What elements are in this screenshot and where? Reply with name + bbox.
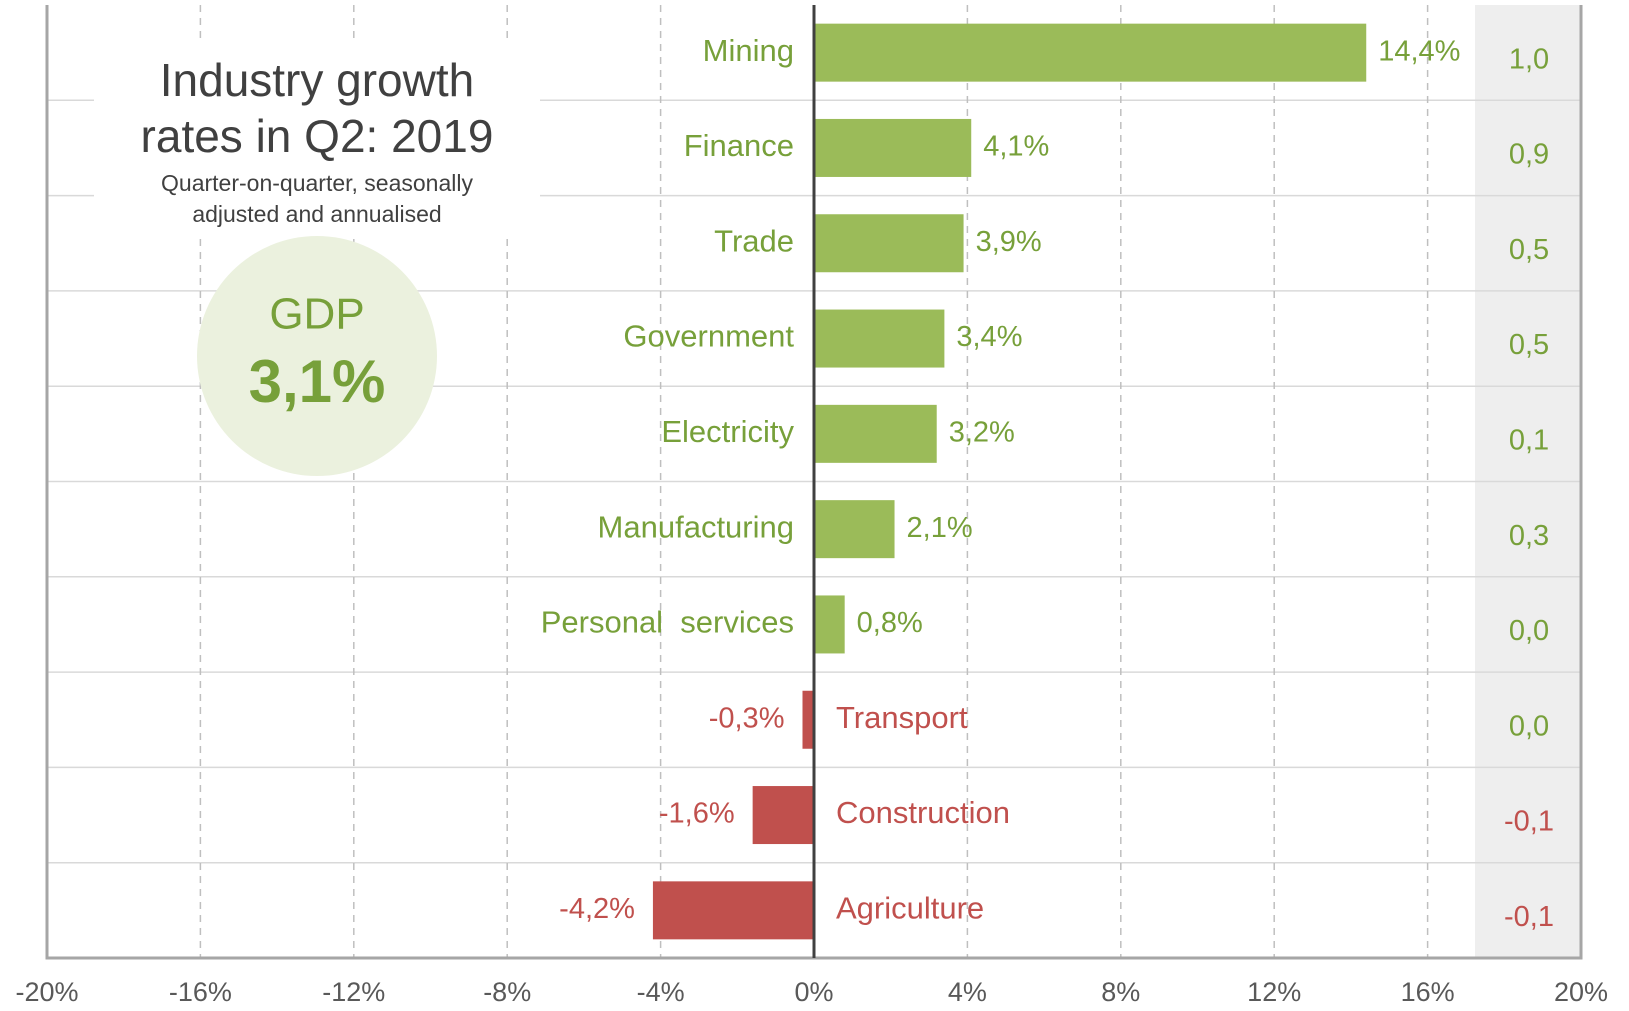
value-label: 3,9% <box>976 226 1042 258</box>
bar <box>652 881 814 940</box>
x-tick-label: -16% <box>169 977 232 1007</box>
marks: -20% -16% -12% -8% -4% 0% 4% 8% 12% 16% 20% Mining 1… <box>15 5 1608 1007</box>
contribution-label: 1,0 <box>1509 43 1549 75</box>
chart-title: Industry growth rates in Q2: 2019 <box>140 54 494 162</box>
category-label: Construction <box>836 795 1010 830</box>
category-label: Transport <box>836 700 968 735</box>
x-tick-label: 20% <box>1554 977 1608 1007</box>
contribution-label: -0,1 <box>1504 806 1554 838</box>
contribution-label: 0,3 <box>1509 520 1549 552</box>
bar <box>814 500 895 559</box>
gdp-bubble <box>197 236 437 476</box>
category-label: Mining <box>703 33 794 68</box>
contribution-label: 0,0 <box>1509 615 1549 647</box>
category-label: Electricity <box>661 414 794 449</box>
x-tick-label: -20% <box>15 977 78 1007</box>
value-label: -4,2% <box>559 893 635 925</box>
bar <box>814 404 937 463</box>
category-label: Manufacturing <box>598 509 794 544</box>
value-label: 14,4% <box>1378 35 1460 67</box>
category-label: Government <box>623 319 794 354</box>
x-tick-label: 4% <box>948 977 987 1007</box>
title-box <box>94 42 540 234</box>
bar <box>814 595 845 654</box>
x-tick-label: 12% <box>1247 977 1301 1007</box>
bar <box>814 118 972 177</box>
value-label: 2,1% <box>907 512 973 544</box>
contribution-label: 0,5 <box>1509 329 1549 361</box>
value-label: 3,4% <box>956 321 1022 353</box>
x-tick-label: -12% <box>322 977 385 1007</box>
category-label: Trade <box>714 223 794 258</box>
x-tick-label: -8% <box>483 977 531 1007</box>
x-tick-label: 8% <box>1101 977 1140 1007</box>
contribution-label: 0,9 <box>1509 139 1549 171</box>
bar <box>814 214 964 273</box>
gdp-label: GDP <box>269 290 364 339</box>
contribution-label: -0,1 <box>1504 901 1554 933</box>
contribution-label: 0,5 <box>1509 234 1549 266</box>
bar <box>814 309 945 368</box>
gdp-value: 3,1% <box>249 348 386 415</box>
chart-subtitle: Quarter-on-quarter, seasonally adjusted … <box>161 170 473 227</box>
contribution-label: 0,1 <box>1509 425 1549 457</box>
x-tick-label: -4% <box>637 977 685 1007</box>
contribution-label: 0,0 <box>1509 710 1549 742</box>
bar <box>802 690 814 749</box>
value-label: -1,6% <box>659 798 735 830</box>
value-label: 4,1% <box>983 131 1049 163</box>
value-label: 0,8% <box>857 607 923 639</box>
value-label: -0,3% <box>709 702 785 734</box>
value-label: 3,2% <box>949 417 1015 449</box>
bar <box>814 23 1367 82</box>
category-label: Agriculture <box>836 891 984 926</box>
category-label: Finance <box>684 128 794 163</box>
x-tick-label: 16% <box>1401 977 1455 1007</box>
bar <box>752 786 814 845</box>
category-label: Personal services <box>541 605 794 640</box>
x-tick-label: 0% <box>794 977 833 1007</box>
